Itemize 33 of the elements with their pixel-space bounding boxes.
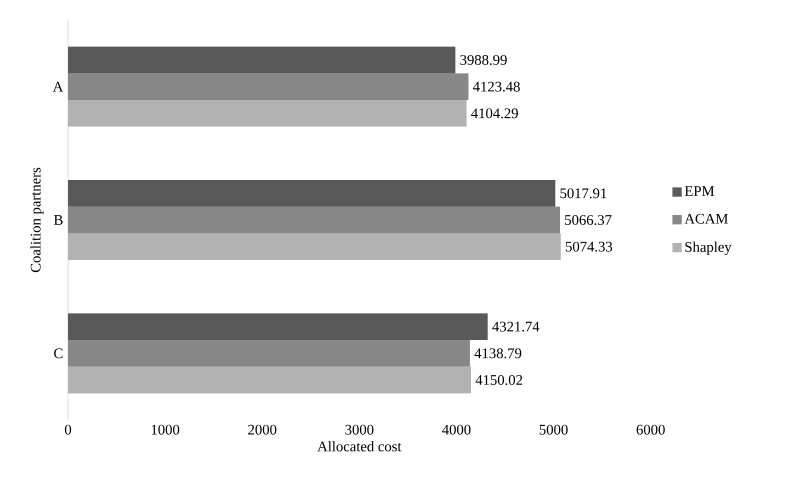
x-tick-label: 5000 <box>540 424 568 435</box>
bar <box>68 366 472 394</box>
data-label: 3988.99 <box>460 55 507 65</box>
bar <box>68 100 467 127</box>
bar <box>68 73 468 100</box>
y-tick-label: A <box>52 82 64 92</box>
legend-label: ACAM <box>684 214 728 224</box>
bar <box>68 180 556 207</box>
bar <box>68 233 561 260</box>
x-tick-label: 1000 <box>152 424 180 435</box>
bar <box>68 46 456 74</box>
data-label: 5066.37 <box>565 215 612 225</box>
legend-label: EPM <box>684 186 714 196</box>
data-label: 5074.33 <box>566 242 612 252</box>
bar <box>68 313 488 340</box>
bar <box>68 206 560 234</box>
data-label: 5017.91 <box>560 188 606 198</box>
data-label: 4138.79 <box>474 348 522 358</box>
y-tick-label: C <box>54 348 62 358</box>
data-label: 4104.29 <box>471 108 518 118</box>
data-label: 4321.74 <box>492 322 540 332</box>
y-tick-label: B <box>54 215 63 225</box>
x-tick-label: 2000 <box>248 424 276 435</box>
x-axis-title: Allocated cost <box>317 441 402 452</box>
data-label: 4123.48 <box>473 82 520 92</box>
x-tick-label: 0 <box>64 424 72 435</box>
legend-label: Shapley <box>685 242 732 255</box>
x-tick-label: 3000 <box>345 424 374 435</box>
x-tick-label: 4000 <box>442 424 471 435</box>
y-axis-title: Coalition partners <box>30 168 44 272</box>
bar <box>68 340 470 367</box>
data-label: 4150.02 <box>476 375 522 385</box>
x-tick-label: 6000 <box>636 424 665 435</box>
